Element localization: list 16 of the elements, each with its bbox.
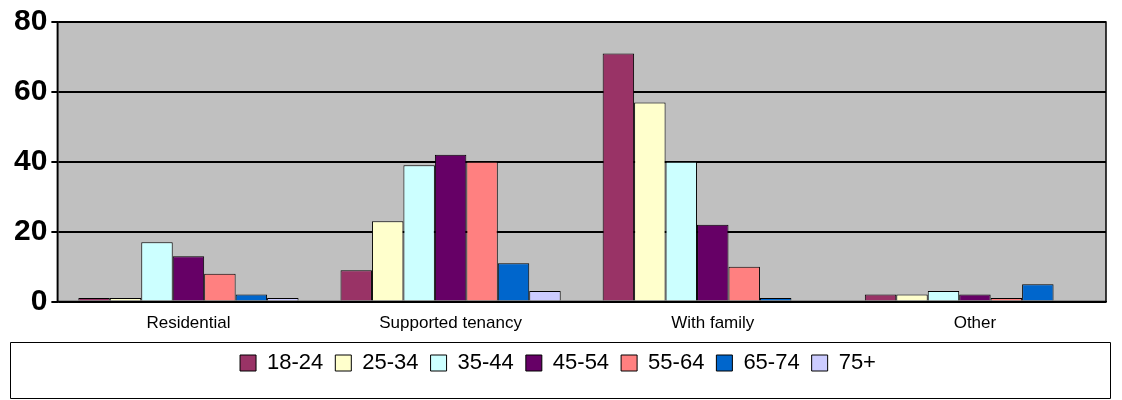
y-tick-label: 80	[13, 3, 48, 37]
x-tick-label: With family	[671, 313, 755, 333]
legend-label: 75+	[838, 349, 876, 375]
y-tick-label: 20	[13, 212, 48, 246]
y-tick-label: 40	[13, 143, 48, 177]
legend-label: 65-74	[743, 349, 800, 375]
y-tick-label: 60	[13, 73, 48, 107]
x-tick-label: Residential	[146, 313, 231, 333]
legend-label: 35-44	[457, 349, 514, 375]
legend-label: 18-24	[267, 349, 324, 375]
y-tick-label: 0	[30, 282, 48, 316]
legend-label: 45-54	[552, 349, 610, 375]
x-tick-label: Supported tenancy	[379, 313, 523, 333]
legend-label: 25-34	[362, 349, 419, 375]
x-tick-label: Other	[953, 313, 997, 333]
legend-label: 55-64	[648, 349, 705, 375]
